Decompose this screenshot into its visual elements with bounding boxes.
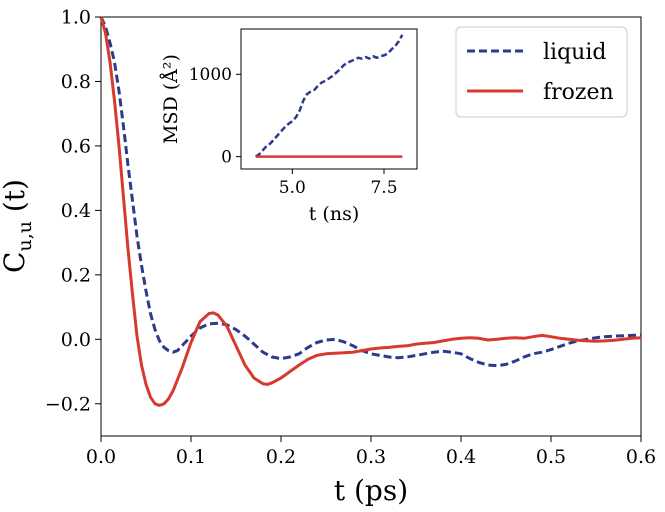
y-tick-label: 0.8 — [61, 71, 91, 93]
main-lines — [99, 16, 642, 407]
y-tick-label: −0.2 — [45, 393, 91, 415]
series-frozen — [99, 16, 642, 407]
y-tick-label: 0.4 — [61, 200, 91, 222]
inset-y-tick-label: 1000 — [189, 65, 232, 85]
y-axis-label-main: C — [0, 252, 31, 273]
inset-y-ticks: 0 1000 — [189, 65, 241, 168]
x-tick-label: 0.5 — [536, 446, 566, 468]
series-liquid — [99, 16, 642, 368]
x-tick-label: 0.6 — [626, 446, 656, 468]
y-axis-label: Cu,u (t) — [0, 179, 36, 273]
y-tick-label: 0.2 — [61, 264, 91, 286]
inset-x-axis-label: t (ns) — [309, 203, 360, 225]
inset-y-axis-label: MSD (Å²) — [160, 54, 182, 144]
x-tick-label: 0.2 — [266, 446, 296, 468]
legend: liquid frozen — [455, 26, 628, 118]
inset-series-liquid — [255, 34, 404, 158]
main-y-ticks: −0.2 0.0 0.2 0.4 0.6 0.8 1.0 — [45, 7, 101, 415]
main-x-ticks: 0.0 0.1 0.2 0.3 0.4 0.5 0.6 — [86, 436, 656, 468]
inset-chart: 5.0 7.5 0 1000 t (ns) MSD (Å²) — [160, 28, 418, 225]
x-tick-label: 0.0 — [86, 446, 116, 468]
x-tick-label: 0.4 — [446, 446, 476, 468]
y-tick-label: 0.0 — [61, 329, 91, 351]
inset-y-tick-label: 0 — [221, 148, 232, 168]
inset-x-tick-label: 7.5 — [370, 178, 397, 198]
y-tick-label: 0.6 — [61, 136, 91, 158]
y-axis-label-tail: (t) — [0, 179, 31, 221]
legend-frozen-label: frozen — [543, 80, 614, 105]
legend-liquid-label: liquid — [543, 40, 606, 65]
inset-x-ticks: 5.0 7.5 — [279, 169, 398, 198]
x-tick-label: 0.1 — [176, 446, 206, 468]
inset-lines — [255, 34, 404, 158]
x-axis-label: t (ps) — [334, 474, 408, 507]
y-tick-label: 1.0 — [61, 7, 91, 29]
inset-plot-area — [240, 28, 418, 170]
x-tick-label: 0.3 — [356, 446, 386, 468]
y-axis-label-subscript: u,u — [14, 221, 36, 252]
inset-x-tick-label: 5.0 — [279, 178, 306, 198]
